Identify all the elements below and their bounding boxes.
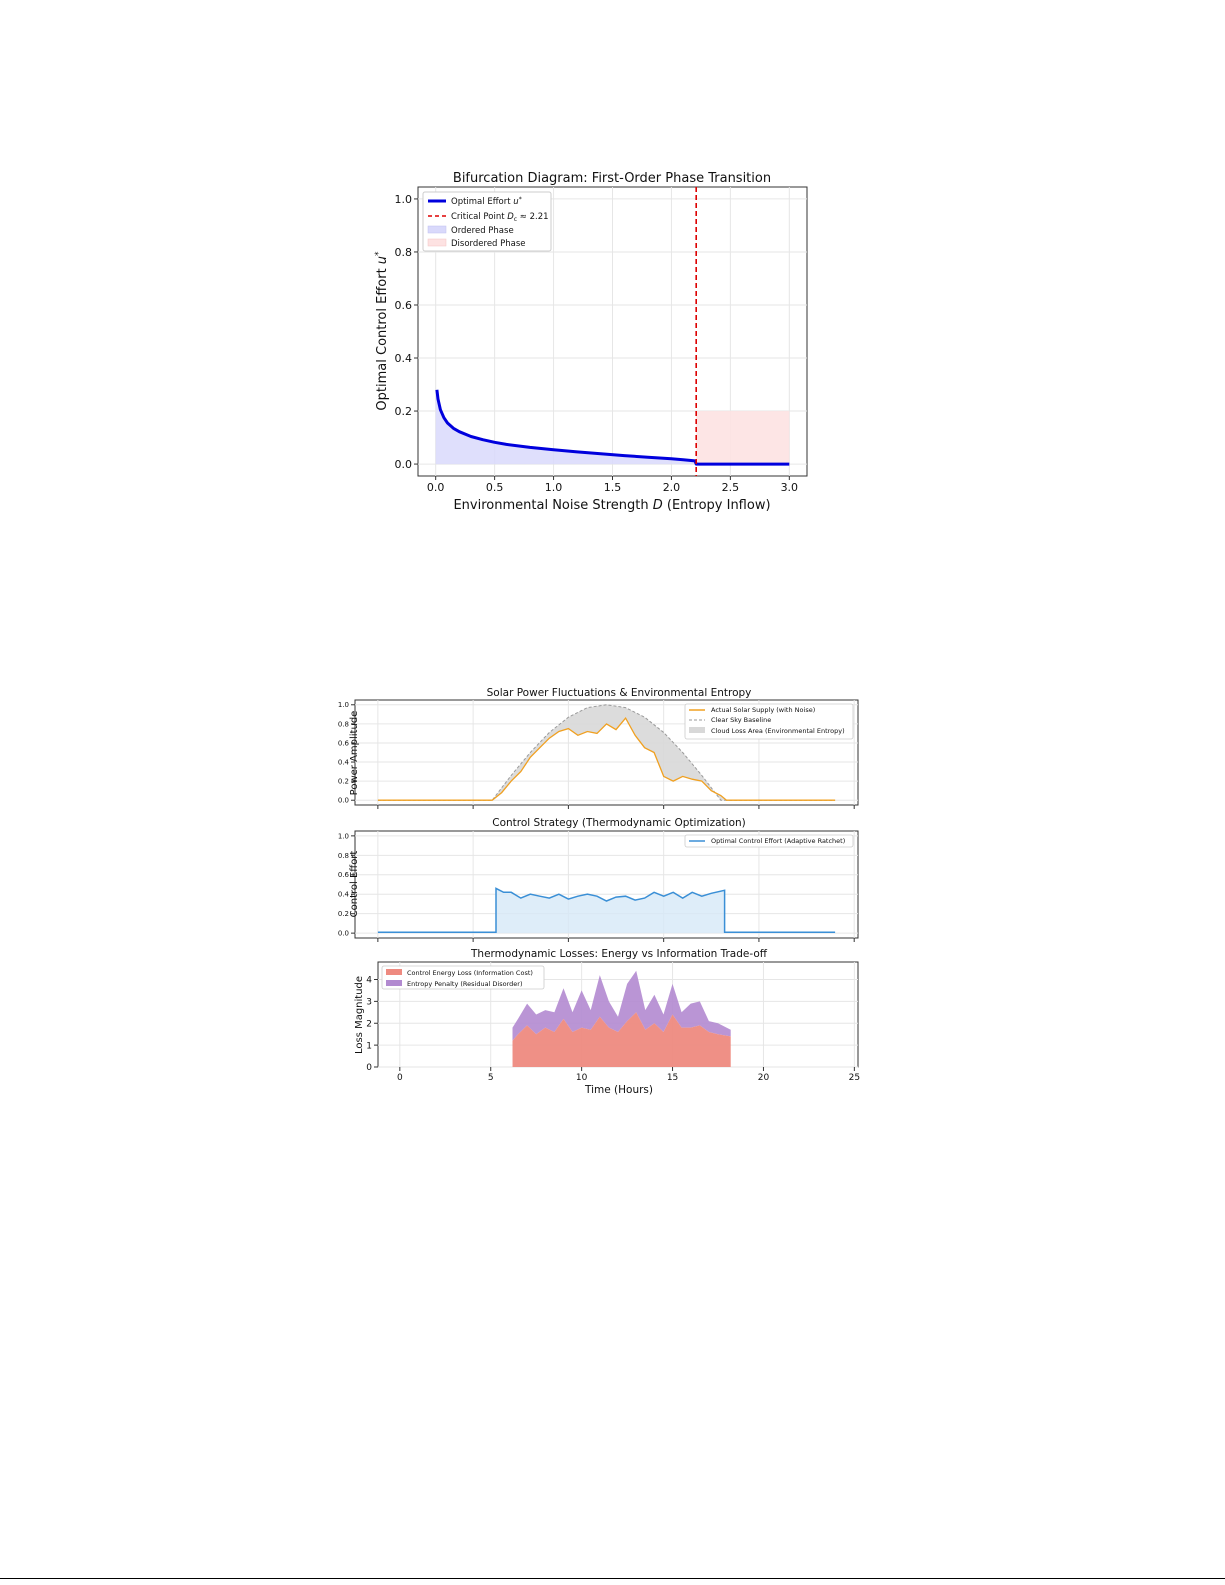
fig1-tick-label-y: 0.4 xyxy=(395,352,413,365)
legend-swatch-disordered xyxy=(427,238,447,247)
disordered-phase-region xyxy=(696,411,790,465)
panel2-tick-label-y: 0.6 xyxy=(338,871,350,879)
entropy-penalty-area xyxy=(512,970,731,1041)
bifurcation-chart: 0.0 0.5 1.0 1.5 2.0 2.5 3.00.00.20.40.60.81.0 … xyxy=(374,171,808,513)
fig1-tick-label-x: 3.0 xyxy=(781,481,799,494)
panel3-tick-label-y: 0 xyxy=(366,1063,372,1073)
panel2-tick-label-y: 0.2 xyxy=(338,910,349,918)
panel3-tick-label-x: 0 xyxy=(397,1073,403,1083)
fig1-tick-label-x: 1.5 xyxy=(604,481,622,494)
panel2-tick-label-y: 0.4 xyxy=(338,891,350,899)
panel3-tick-label-y: 4 xyxy=(366,976,372,986)
panel3-tick-label-x: 10 xyxy=(576,1073,588,1083)
legend-optimal-control: Optimal Control Effort (Adaptive Ratchet… xyxy=(711,837,845,845)
legend-optimal-effort: Optimal Effort u* xyxy=(451,196,522,207)
fig1-tick-label-x: 0.5 xyxy=(486,481,504,494)
control-effort-line xyxy=(377,887,836,933)
ordered-phase-region xyxy=(435,389,697,465)
fig1-tick-label-x: 2.0 xyxy=(663,481,681,494)
panel1-legend: Actual Solar Supply (with Noise) Clear S… xyxy=(684,703,854,740)
legend-disordered-phase: Disordered Phase xyxy=(451,239,526,249)
panel2-legend: Optimal Control Effort (Adaptive Ratchet… xyxy=(684,834,854,848)
panel3-y-label: Loss Magnitude xyxy=(354,976,365,1054)
fig1-tick-label-x: 2.5 xyxy=(722,481,740,494)
panel2-tick-label-y: 1.0 xyxy=(338,832,349,840)
panel3-title: Thermodynamic Losses: Energy vs Informat… xyxy=(470,948,768,960)
legend-actual-solar: Actual Solar Supply (with Noise) xyxy=(711,706,815,714)
legend-critical-point: Critical Point Dc ≈ 2.21 xyxy=(451,212,549,223)
legend-cloud-loss: Cloud Loss Area (Environmental Entropy) xyxy=(711,727,845,735)
panel1-y-label: Power Amplitude xyxy=(349,711,360,796)
fig1-tick-label-y: 0.0 xyxy=(395,458,413,471)
panel3-tick-label-y: 1 xyxy=(366,1041,372,1051)
panel1-title: Solar Power Fluctuations & Environmental… xyxy=(487,687,752,699)
legend-swatch-ordered xyxy=(427,225,447,234)
panel3-tick-label-x: 25 xyxy=(849,1073,860,1083)
control-effort-area xyxy=(377,888,836,934)
panel3-tick-label-y: 2 xyxy=(366,1019,372,1029)
panel1-tick-label-y: 0.0 xyxy=(338,797,349,805)
fig1-tick-label-x: 0.0 xyxy=(427,481,445,494)
legend-control-energy: Control Energy Loss (Information Cost) xyxy=(407,969,533,977)
optimal-effort-line xyxy=(435,389,790,466)
fig1-tick-label-y: 0.6 xyxy=(395,299,413,312)
panel1-tick-label-y: 0.6 xyxy=(338,739,350,747)
panel1-tick-label-y: 0.4 xyxy=(338,758,350,766)
clear-sky-line xyxy=(377,704,836,801)
panel1-tick-label-y: 0.2 xyxy=(338,778,349,786)
fig1-tick-label-x: 1.0 xyxy=(545,481,563,494)
panel1-tick-label-y: 1.0 xyxy=(338,701,349,709)
panel2-tick-label-y: 0.0 xyxy=(338,930,349,938)
panel1-tick-label-y: 0.8 xyxy=(338,720,349,728)
panel2-tick-label-y: 0.8 xyxy=(338,852,349,860)
panel3-legend: Control Energy Loss (Information Cost) E… xyxy=(381,965,545,990)
legend-entropy-penalty: Entropy Penalty (Residual Disorder) xyxy=(407,980,523,988)
panel2-y-label: Control Effort xyxy=(349,851,360,918)
page-footer-rule xyxy=(0,1578,1225,1579)
fig1-tick-label-y: 1.0 xyxy=(395,193,413,206)
panel3-tick-label-x: 20 xyxy=(758,1073,770,1083)
panel3-tick-label-x: 5 xyxy=(488,1073,494,1083)
panel3-x-label: Time (Hours) xyxy=(584,1084,653,1096)
panel3-tick-label-y: 3 xyxy=(366,998,372,1008)
x-axis-label: Environmental Noise Strength D (Entropy … xyxy=(453,498,770,513)
chart-title: Bifurcation Diagram: First-Order Phase T… xyxy=(453,171,771,186)
legend: Optimal Effort u* Critical Point Dc ≈ 2.… xyxy=(422,191,552,252)
legend-clear-sky: Clear Sky Baseline xyxy=(711,716,771,724)
control-energy-area xyxy=(512,1012,731,1067)
fig1-tick-label-y: 0.2 xyxy=(395,405,413,418)
panel2-title: Control Strategy (Thermodynamic Optimiza… xyxy=(492,817,746,829)
actual-solar-line xyxy=(377,716,836,801)
y-axis-label: Optimal Control Effort u* xyxy=(374,251,390,411)
fig1-tick-label-y: 0.8 xyxy=(395,246,413,259)
legend-ordered-phase: Ordered Phase xyxy=(451,226,514,236)
panel3-tick-label-x: 15 xyxy=(667,1073,678,1083)
